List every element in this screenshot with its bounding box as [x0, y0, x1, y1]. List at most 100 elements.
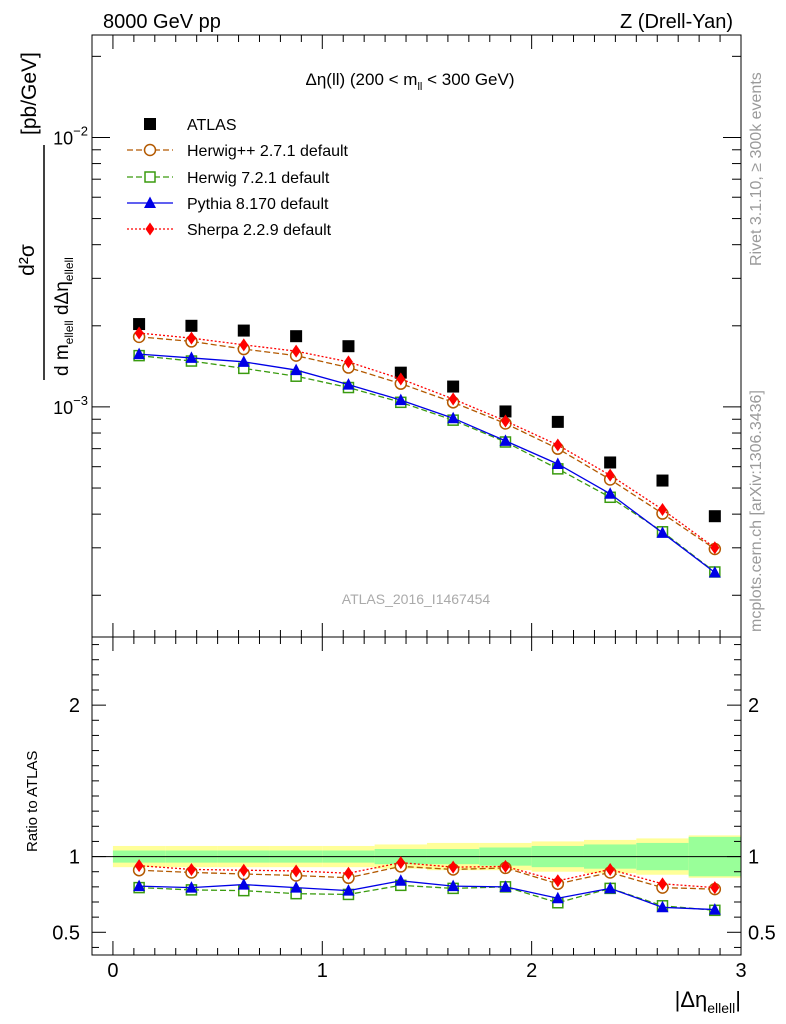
series-line-sherpa	[139, 332, 716, 549]
ratio-line-sherpa	[139, 861, 715, 889]
ratio-point-sherpa	[343, 866, 353, 880]
main-y-tick-label: 10−2	[53, 123, 88, 148]
legend-label-sherpa: Sherpa 2.2.9 default	[187, 222, 332, 239]
ratio-y-tick-label: 0.5	[52, 922, 80, 944]
point-sherpa	[134, 326, 144, 340]
ratio-y-tick-label-right: 1	[748, 847, 759, 869]
point-pythia	[290, 363, 303, 376]
ratio-y-tick-label: 2	[69, 695, 80, 717]
legend-label-atlas: ATLAS	[187, 117, 237, 134]
ratio-point-sherpa	[134, 859, 144, 873]
rivet-label: Rivet 3.1.10, ≥ 300k events	[748, 72, 765, 266]
y-label-numerator: d²σ	[16, 244, 39, 276]
point-pythia	[656, 526, 669, 538]
point-pythia	[185, 351, 198, 363]
point-sherpa	[396, 372, 406, 386]
point-sherpa	[710, 541, 720, 555]
point-atlas	[604, 456, 617, 469]
ratio-point-sherpa	[448, 860, 458, 874]
ratio-y-label: Ratio to ATLAS	[24, 751, 41, 852]
ratio-point-pythia	[342, 884, 355, 896]
ratio-point-pythia	[447, 879, 460, 892]
point-sherpa	[291, 344, 301, 358]
legend-marker-herwigpp	[143, 143, 157, 157]
ratio-point-pythia	[656, 900, 669, 913]
legend-label-pythia: Pythia 8.170 default	[187, 196, 329, 213]
point-atlas	[656, 474, 669, 487]
ratio-point-sherpa	[396, 856, 406, 870]
point-pythia	[551, 457, 564, 469]
ratio-point-sherpa	[605, 862, 615, 876]
point-sherpa	[343, 355, 353, 369]
x-tick-label: 3	[735, 960, 746, 982]
x-tick-label: 1	[317, 960, 328, 982]
point-sherpa	[448, 392, 458, 406]
analysis-watermark: ATLAS_2016_I1467454	[342, 591, 491, 607]
point-pythia	[394, 393, 407, 406]
x-axis-label: |Δηellell|	[675, 987, 741, 1016]
y-axis-label: d²σ d mellell dΔηellell [pb/GeV]	[16, 52, 76, 380]
ratio-y-tick-label: 1	[69, 847, 80, 869]
ratio-y-tick-label-right: 0.5	[748, 922, 776, 944]
point-atlas	[237, 324, 250, 337]
ratio-point-pythia	[394, 874, 407, 886]
x-tick-label: 0	[107, 960, 118, 982]
point-pythia	[133, 347, 146, 360]
series-line-herwigpp	[139, 336, 716, 550]
ratio-point-sherpa	[553, 874, 563, 888]
ratio-point-sherpa	[291, 864, 301, 878]
ratio-point-pythia	[290, 881, 303, 893]
panel-title: Δη(ll) (200 < mll < 300 GeV)	[305, 70, 514, 93]
x-tick-label: 2	[526, 960, 537, 982]
legend-marker-pythia	[144, 196, 156, 208]
point-atlas	[133, 318, 146, 331]
legend-marker-herwig7	[144, 171, 156, 183]
ratio-point-pythia	[551, 891, 564, 904]
series-line-pythia	[139, 353, 716, 573]
ratio-frame	[91, 636, 742, 956]
point-sherpa	[553, 438, 563, 452]
point-pythia	[604, 487, 617, 499]
point-sherpa	[500, 414, 510, 428]
ratio-point-pythia	[133, 879, 146, 892]
ratio-line-herwigpp	[139, 865, 715, 890]
y-label-denominator: d mellell dΔηellell	[52, 257, 76, 376]
point-atlas	[342, 340, 355, 353]
ratio-point-pythia	[708, 903, 721, 915]
ratio-point-sherpa	[657, 877, 667, 891]
point-pythia	[342, 378, 355, 390]
point-pythia	[499, 434, 512, 446]
point-pythia	[447, 411, 460, 424]
point-atlas	[185, 319, 198, 332]
point-sherpa	[657, 503, 667, 517]
legend-label-herwigpp: Herwig++ 2.7.1 default	[187, 143, 349, 160]
ratio-point-pythia	[185, 881, 198, 893]
legend-label-herwig7: Herwig 7.2.1 default	[187, 170, 330, 187]
legend-marker-sherpa	[145, 222, 155, 236]
header-right: Z (Drell-Yan)	[620, 11, 733, 33]
point-sherpa	[239, 338, 249, 352]
point-atlas	[551, 415, 564, 428]
point-pythia	[708, 565, 721, 578]
main-y-tick-label: 10−3	[53, 393, 88, 418]
point-atlas	[290, 330, 303, 343]
ratio-line-herwig7	[139, 884, 715, 911]
point-sherpa	[186, 331, 196, 345]
ratio-point-sherpa	[186, 862, 196, 876]
ratio-line-pythia	[139, 880, 715, 911]
point-atlas	[447, 380, 460, 393]
ratio-point-pythia	[499, 880, 512, 892]
point-atlas	[708, 510, 721, 523]
ratio-point-sherpa	[710, 881, 720, 895]
ratio-y-tick-label-right: 2	[748, 695, 759, 717]
point-sherpa	[605, 468, 615, 482]
ratio-point-sherpa	[239, 863, 249, 877]
point-atlas	[499, 405, 512, 418]
header-left: 8000 GeV pp	[103, 11, 221, 33]
y-label-unit: [pb/GeV]	[18, 52, 41, 135]
mcplots-label: mcplots.cern.ch [arXiv:1306.3436]	[748, 390, 765, 632]
legend-marker-atlas	[144, 118, 156, 130]
point-pythia	[237, 355, 250, 367]
ratio-point-pythia	[604, 881, 617, 894]
